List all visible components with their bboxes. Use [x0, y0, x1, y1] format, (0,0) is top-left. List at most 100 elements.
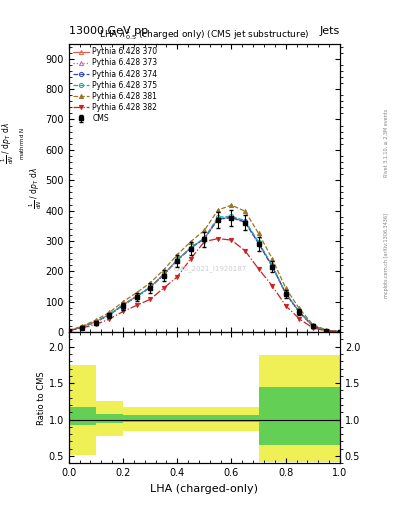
- Pythia 6.428 373: [202, 236, 207, 242]
- Pythia 6.428 381: [148, 280, 152, 286]
- Pythia 6.428 382: [297, 316, 302, 322]
- Pythia 6.428 374: [161, 272, 166, 278]
- Pythia 6.428 370: [66, 328, 71, 334]
- Pythia 6.428 370: [310, 323, 315, 329]
- Pythia 6.428 382: [107, 316, 112, 322]
- Text: $\mathrm{mathrm\,d\,N}$: $\mathrm{mathrm\,d\,N}$: [18, 127, 26, 160]
- Line: Pythia 6.428 374: Pythia 6.428 374: [67, 216, 342, 334]
- Pythia 6.428 373: [175, 258, 180, 264]
- Pythia 6.428 375: [215, 214, 220, 220]
- Pythia 6.428 374: [243, 219, 248, 225]
- Pythia 6.428 381: [66, 328, 71, 334]
- Title: LHA $\lambda^1_{0.5}$ (charged only) (CMS jet substructure): LHA $\lambda^1_{0.5}$ (charged only) (CM…: [99, 28, 310, 42]
- Pythia 6.428 382: [175, 274, 180, 280]
- Pythia 6.428 375: [175, 257, 180, 263]
- Pythia 6.428 382: [270, 283, 274, 289]
- Pythia 6.428 382: [215, 236, 220, 242]
- Pythia 6.428 374: [338, 329, 342, 335]
- Pythia 6.428 381: [270, 255, 274, 262]
- Pythia 6.428 370: [324, 328, 329, 334]
- Pythia 6.428 373: [297, 309, 302, 315]
- Pythia 6.428 375: [202, 235, 207, 241]
- Pythia 6.428 375: [310, 323, 315, 329]
- Line: Pythia 6.428 381: Pythia 6.428 381: [67, 203, 342, 334]
- Pythia 6.428 375: [107, 311, 112, 317]
- Pythia 6.428 374: [270, 263, 274, 269]
- Pythia 6.428 370: [80, 324, 85, 330]
- Pythia 6.428 382: [66, 328, 71, 334]
- X-axis label: LHA (charged-only): LHA (charged-only): [151, 484, 258, 494]
- Pythia 6.428 373: [229, 215, 234, 221]
- Pythia 6.428 382: [310, 325, 315, 331]
- Pythia 6.428 381: [215, 207, 220, 213]
- Pythia 6.428 373: [66, 328, 71, 334]
- Pythia 6.428 373: [215, 217, 220, 223]
- Pythia 6.428 382: [256, 266, 261, 272]
- Pythia 6.428 381: [202, 227, 207, 233]
- Pythia 6.428 374: [283, 290, 288, 296]
- Pythia 6.428 370: [297, 309, 302, 315]
- Pythia 6.428 373: [134, 294, 139, 300]
- Pythia 6.428 373: [270, 264, 274, 270]
- Pythia 6.428 382: [121, 308, 125, 314]
- Pythia 6.428 374: [324, 328, 329, 334]
- Pythia 6.428 373: [121, 303, 125, 309]
- Pythia 6.428 375: [324, 328, 329, 334]
- Line: Pythia 6.428 370: Pythia 6.428 370: [67, 215, 342, 334]
- Pythia 6.428 375: [189, 245, 193, 251]
- Text: $\frac{1}{\mathrm{d}N}$ / $\mathrm{d}p_\mathrm{T}$ $\mathrm{d}\lambda$: $\frac{1}{\mathrm{d}N}$ / $\mathrm{d}p_\…: [0, 122, 16, 164]
- Pythia 6.428 381: [80, 323, 85, 329]
- Pythia 6.428 382: [148, 296, 152, 303]
- Pythia 6.428 381: [256, 230, 261, 237]
- Pythia 6.428 370: [270, 263, 274, 269]
- Pythia 6.428 375: [66, 328, 71, 334]
- Pythia 6.428 370: [134, 293, 139, 300]
- Line: Pythia 6.428 382: Pythia 6.428 382: [67, 237, 342, 334]
- Pythia 6.428 374: [256, 240, 261, 246]
- Pythia 6.428 381: [189, 239, 193, 245]
- Pythia 6.428 370: [189, 245, 193, 251]
- Pythia 6.428 374: [189, 245, 193, 251]
- Pythia 6.428 382: [324, 328, 329, 334]
- Pythia 6.428 375: [148, 284, 152, 290]
- Pythia 6.428 373: [80, 324, 85, 330]
- Pythia 6.428 374: [202, 236, 207, 242]
- Pythia 6.428 381: [297, 305, 302, 311]
- Y-axis label: $\frac{1}{\mathrm{d}N}$ / $\mathrm{d}p_\mathrm{T}$ $\mathrm{d}\lambda$: $\frac{1}{\mathrm{d}N}$ / $\mathrm{d}p_\…: [28, 167, 44, 209]
- Pythia 6.428 382: [80, 325, 85, 331]
- Pythia 6.428 381: [243, 208, 248, 215]
- Text: Jets: Jets: [320, 26, 340, 36]
- Pythia 6.428 370: [148, 284, 152, 290]
- Pythia 6.428 373: [324, 328, 329, 334]
- Text: 13000 GeV pp: 13000 GeV pp: [69, 26, 148, 36]
- Pythia 6.428 375: [243, 218, 248, 224]
- Pythia 6.428 375: [94, 318, 98, 325]
- Pythia 6.428 374: [121, 302, 125, 308]
- Legend: Pythia 6.428 370, Pythia 6.428 373, Pythia 6.428 374, Pythia 6.428 375, Pythia 6: Pythia 6.428 370, Pythia 6.428 373, Pyth…: [71, 46, 159, 125]
- Pythia 6.428 375: [161, 271, 166, 278]
- Pythia 6.428 375: [338, 329, 342, 335]
- Pythia 6.428 382: [134, 303, 139, 309]
- Pythia 6.428 370: [107, 311, 112, 317]
- Pythia 6.428 370: [94, 318, 98, 325]
- Text: Rivet 3.1.10, ≥ 2.3M events: Rivet 3.1.10, ≥ 2.3M events: [384, 109, 389, 178]
- Pythia 6.428 374: [94, 319, 98, 325]
- Pythia 6.428 381: [94, 317, 98, 323]
- Pythia 6.428 375: [80, 324, 85, 330]
- Pythia 6.428 381: [175, 251, 180, 258]
- Pythia 6.428 373: [338, 329, 342, 335]
- Pythia 6.428 370: [161, 271, 166, 278]
- Pythia 6.428 382: [202, 239, 207, 245]
- Pythia 6.428 370: [215, 216, 220, 222]
- Pythia 6.428 374: [134, 293, 139, 300]
- Pythia 6.428 374: [229, 215, 234, 221]
- Pythia 6.428 382: [161, 285, 166, 291]
- Pythia 6.428 373: [94, 319, 98, 325]
- Pythia 6.428 370: [283, 290, 288, 296]
- Pythia 6.428 381: [121, 298, 125, 305]
- Pythia 6.428 375: [283, 290, 288, 296]
- Y-axis label: Ratio to CMS: Ratio to CMS: [37, 371, 46, 424]
- Pythia 6.428 374: [310, 323, 315, 329]
- Pythia 6.428 375: [297, 309, 302, 315]
- Pythia 6.428 374: [175, 257, 180, 263]
